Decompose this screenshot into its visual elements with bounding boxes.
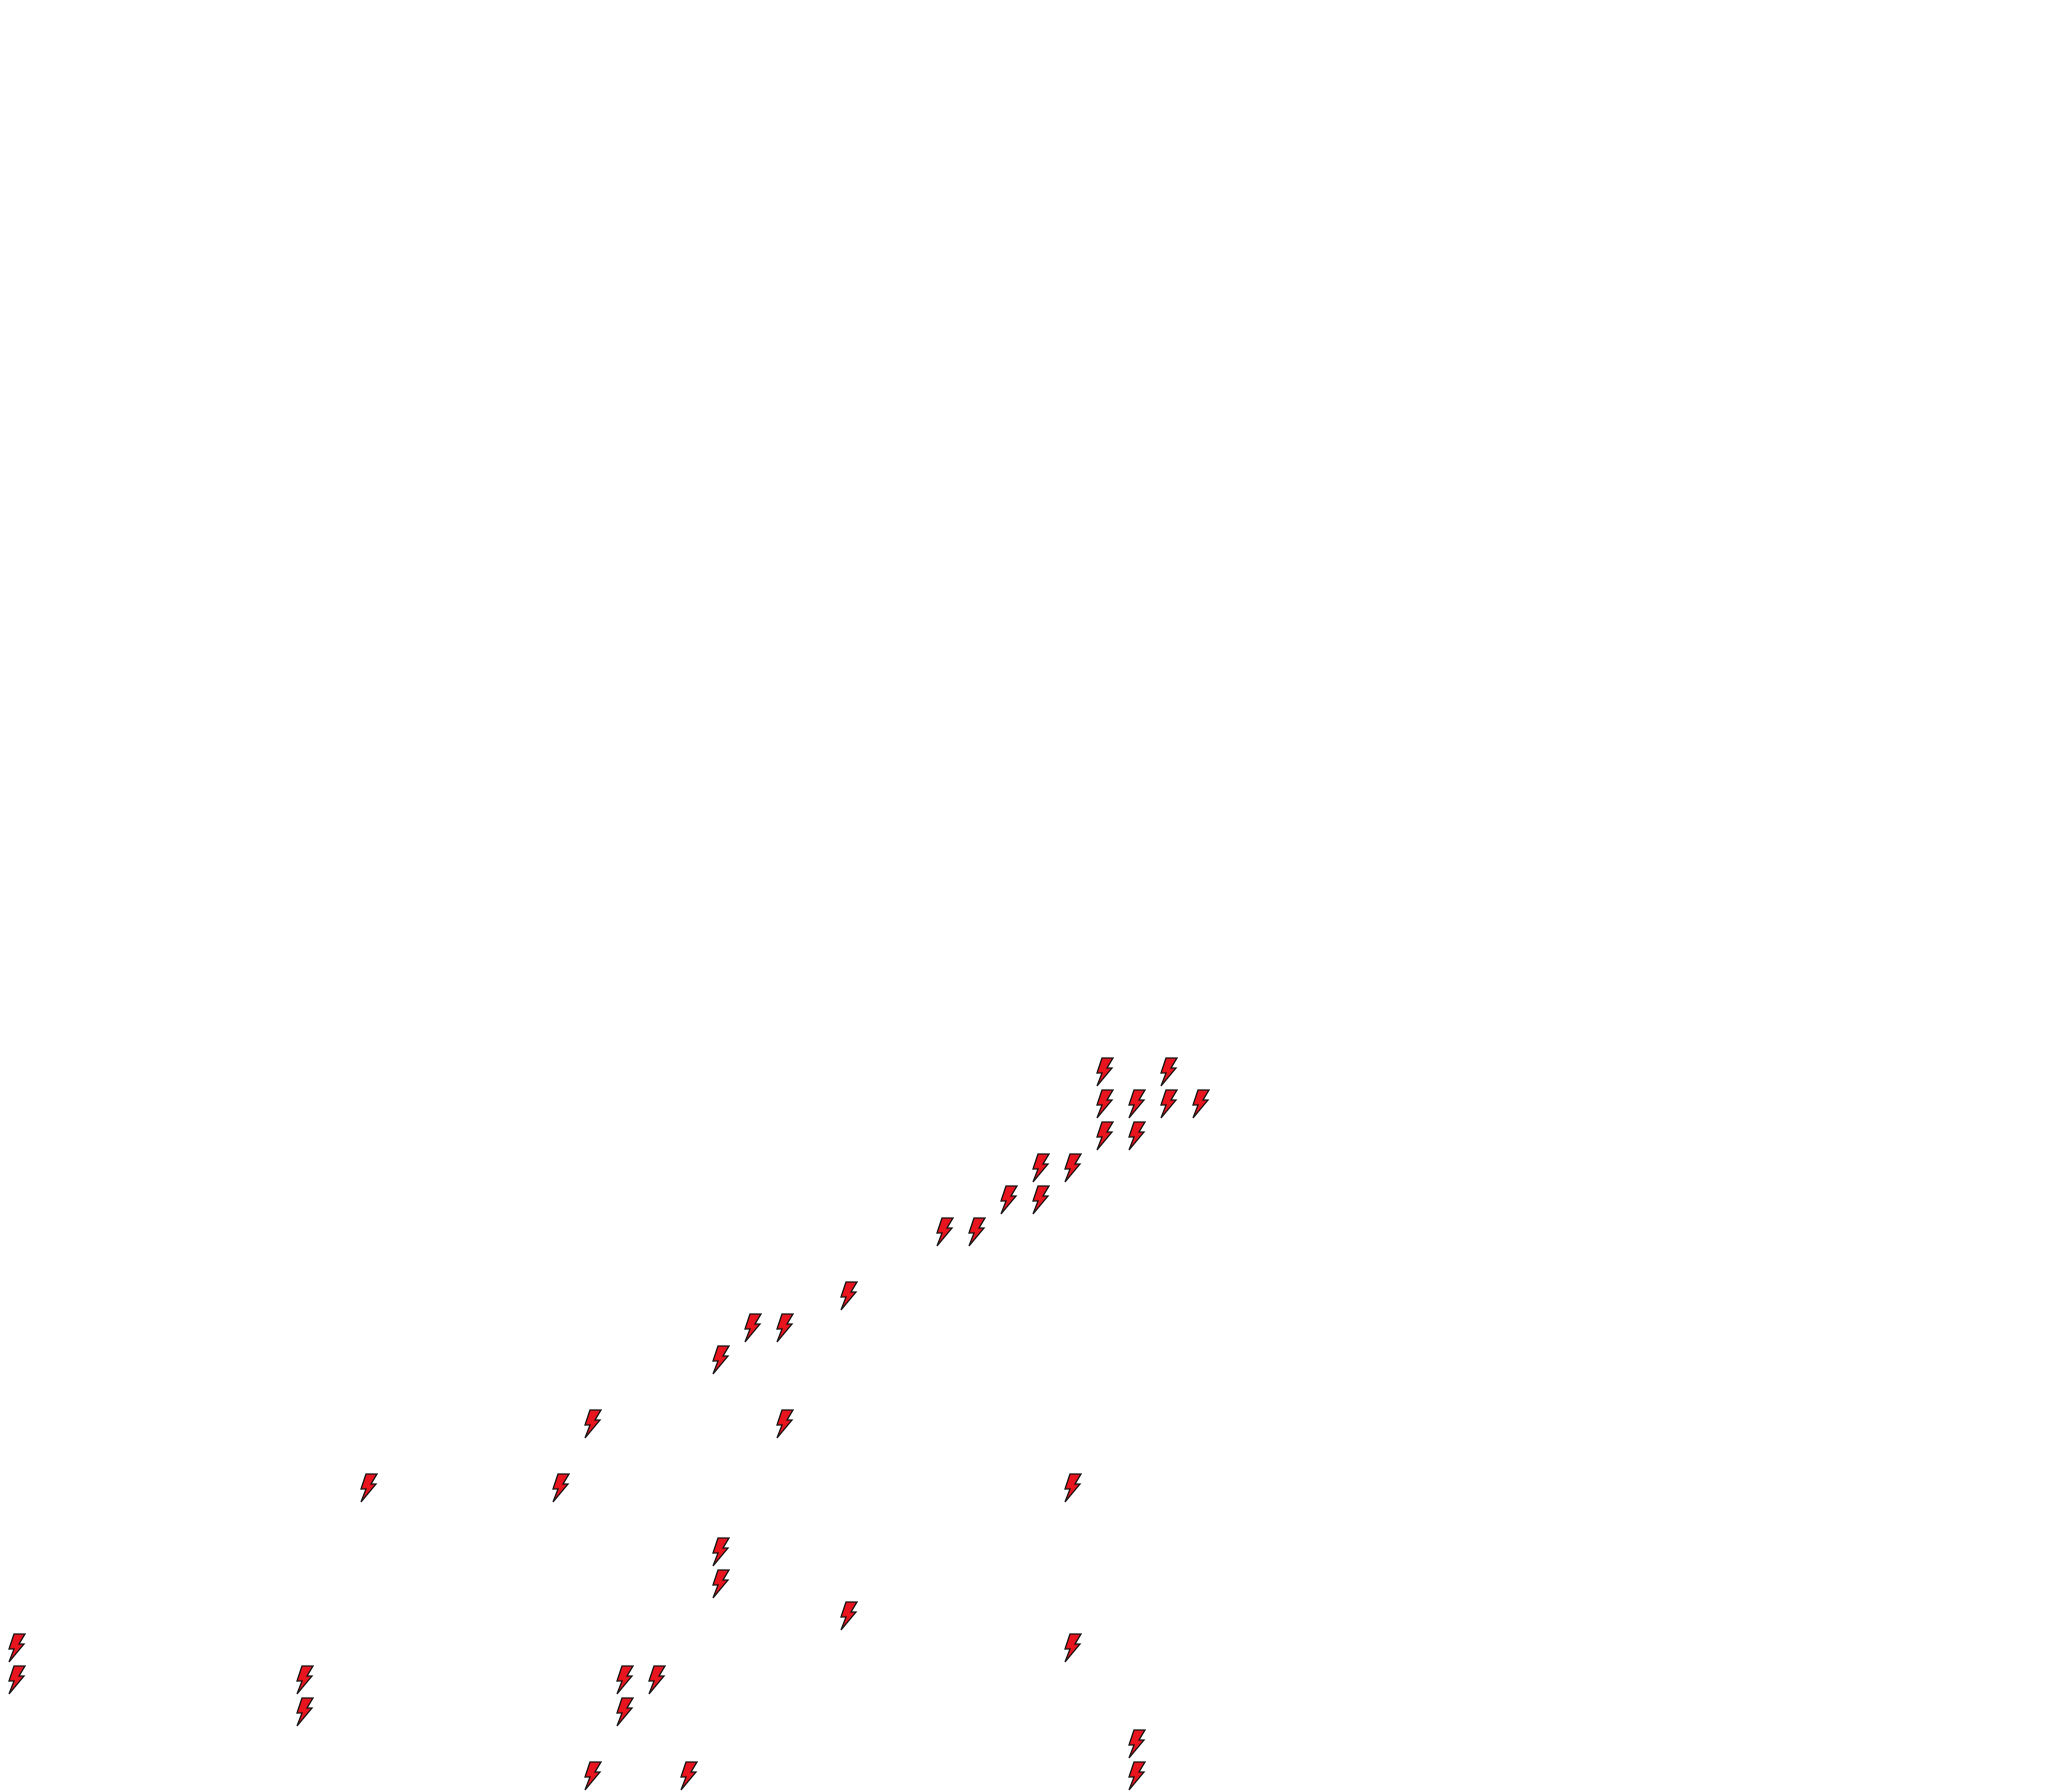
page: Lightning map tile html, body { margin: …: [0, 0, 2048, 1792]
page-body: {} (() => { const svg = document.getElem…: [0, 0, 2048, 1792]
map-tile: [0, 0, 2048, 1792]
map-background: [0, 0, 2048, 1792]
